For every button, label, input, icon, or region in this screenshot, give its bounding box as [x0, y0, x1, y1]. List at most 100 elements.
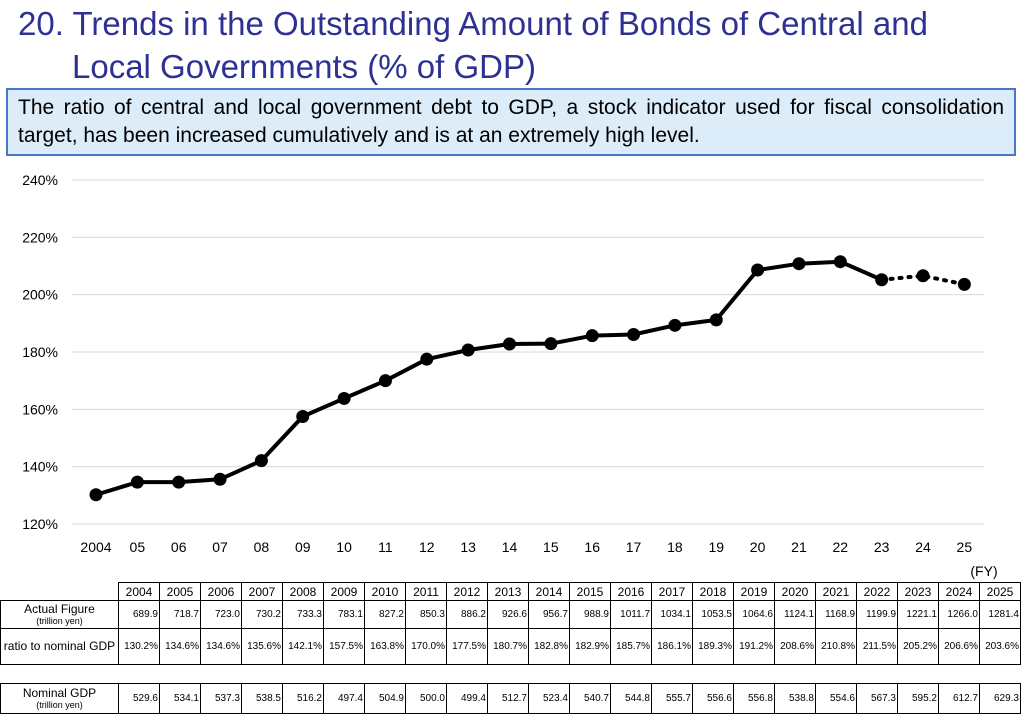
table-cell: 537.3: [200, 683, 242, 714]
table-cell: 208.6%: [774, 628, 816, 665]
table-cell: 523.4: [528, 683, 570, 714]
data-point: [130, 475, 144, 489]
data-point: [337, 391, 351, 405]
table-cell: 534.1: [159, 683, 201, 714]
table-cell: 1053.5: [692, 600, 734, 629]
table-cell: 988.9: [569, 600, 611, 629]
table-cell: 180.7%: [487, 628, 529, 665]
row-label: ratio to nominal GDP: [0, 628, 119, 665]
year-header-cell: 2024: [938, 582, 980, 601]
table-cell: 157.5%: [323, 628, 365, 665]
table-cell: 723.0: [200, 600, 242, 629]
y-tick-label: 120%: [22, 516, 58, 532]
series-line-actual: [95, 259, 883, 497]
x-tick-label: 15: [543, 539, 559, 555]
y-tick-label: 220%: [22, 229, 58, 245]
table-row: Actual Figure (trillion yen) 689.9 718.7 723…: [0, 600, 1021, 629]
table-cell: 540.7: [569, 683, 611, 714]
table-cell: 1034.1: [651, 600, 693, 629]
data-point: [89, 488, 103, 502]
x-tick-label: 22: [833, 539, 849, 555]
table-cell: 538.5: [241, 683, 283, 714]
table-cell: 926.6: [487, 600, 529, 629]
x-tick-label: 23: [874, 539, 890, 555]
row-label-text: ratio to nominal GDP: [3, 639, 116, 653]
table-cell: 182.8%: [528, 628, 570, 665]
year-header-row: 2004 2005 2006 2007 2008 2009 2010 2011 2012 2013…: [1, 582, 1021, 601]
year-header-cell: 2004: [118, 582, 160, 601]
table-cell: 211.5%: [856, 628, 898, 665]
data-point: [833, 255, 847, 269]
year-header-cell: 2015: [569, 582, 611, 601]
x-tick-label: 17: [626, 539, 642, 555]
table-cell: 134.6%: [159, 628, 201, 665]
y-tick-label: 160%: [22, 401, 58, 417]
table-cell: 956.7: [528, 600, 570, 629]
data-point: [172, 475, 186, 489]
x-tick-label: 07: [212, 539, 228, 555]
data-point: [503, 337, 516, 351]
table-cell: 186.1%: [651, 628, 693, 665]
table-cell: 1011.7: [610, 600, 652, 629]
data-point: [544, 337, 558, 351]
x-tick-label: 11: [378, 539, 393, 555]
table-cell: 142.1%: [282, 628, 324, 665]
table-cell: 163.8%: [364, 628, 406, 665]
x-tick-label: 20: [750, 539, 766, 555]
table-cell: 500.0: [405, 683, 447, 714]
year-header-cell: 2021: [815, 582, 857, 601]
x-tick-label: 05: [130, 539, 146, 555]
year-header-cell: 2010: [364, 582, 406, 601]
table-cell: 538.8: [774, 683, 816, 714]
table-cell: 130.2%: [118, 628, 160, 665]
table-cell: 827.2: [364, 600, 406, 629]
table-cell: 567.3: [856, 683, 898, 714]
table-cell: 1124.1: [774, 600, 816, 629]
table-cell: 170.0%: [405, 628, 447, 665]
x-tick-label: 12: [419, 539, 435, 555]
table-cell: 177.5%: [446, 628, 488, 665]
data-point: [668, 318, 682, 332]
year-header-cell: 2008: [282, 582, 324, 601]
year-header-cell: 2018: [692, 582, 734, 601]
data-point: [420, 352, 434, 366]
year-header-cell: 2017: [651, 582, 693, 601]
table-cell: 203.6%: [979, 628, 1021, 665]
table-row: ratio to nominal GDP 130.2% 134.6% 134.6% 13…: [0, 628, 1021, 665]
y-tick-label: 240%: [22, 172, 58, 188]
table-cell: 1064.6: [733, 600, 775, 629]
table-cell: 850.3: [405, 600, 447, 629]
data-point: [254, 454, 268, 468]
table-cell: 205.2%: [897, 628, 939, 665]
data-point: [461, 343, 475, 357]
x-tick-label: 08: [254, 539, 270, 555]
table-cell: 544.8: [610, 683, 652, 714]
data-point: [709, 313, 723, 327]
data-table: 2004 2005 2006 2007 2008 2009 2010 2011 2012 2013…: [0, 582, 1022, 714]
data-point: [751, 263, 765, 277]
table-cell: 135.6%: [241, 628, 283, 665]
year-header-cell: 2014: [528, 582, 570, 601]
x-axis-unit-label: (FY): [970, 563, 997, 579]
table-cell: 189.3%: [692, 628, 734, 665]
table-cell: 516.2: [282, 683, 324, 714]
table-cell: 689.9: [118, 600, 160, 629]
data-point: [627, 328, 641, 342]
table-cell: 554.6: [815, 683, 857, 714]
year-header-cell: 2025: [979, 582, 1021, 601]
x-tick-label: 13: [460, 539, 476, 555]
year-header-cell: 2009: [323, 582, 365, 601]
x-tick-label: 14: [502, 539, 518, 555]
table-cell: 629.3: [979, 683, 1021, 714]
y-axis-ticks: 120% 140% 160% 180% 200% 220% 240%: [22, 172, 58, 532]
row-sublabel: (trillion yen): [36, 700, 83, 710]
x-axis-ticks: 2004 05 06 07 08 09 10 11 12 13 14 15 16 17 18 19 20 21 22…: [80, 539, 972, 555]
debt-table: 2004 2005 2006 2007 2008 2009 2010 2011 2012 2013…: [0, 582, 1021, 665]
table-cell: 529.6: [118, 683, 160, 714]
year-header-cell: 2022: [856, 582, 898, 601]
x-tick-label: 09: [295, 539, 311, 555]
row-label: Nominal GDP (trillion yen): [0, 683, 119, 714]
data-point: [296, 410, 310, 423]
y-tick-label: 200%: [22, 287, 58, 303]
year-header-cell: 2016: [610, 582, 652, 601]
